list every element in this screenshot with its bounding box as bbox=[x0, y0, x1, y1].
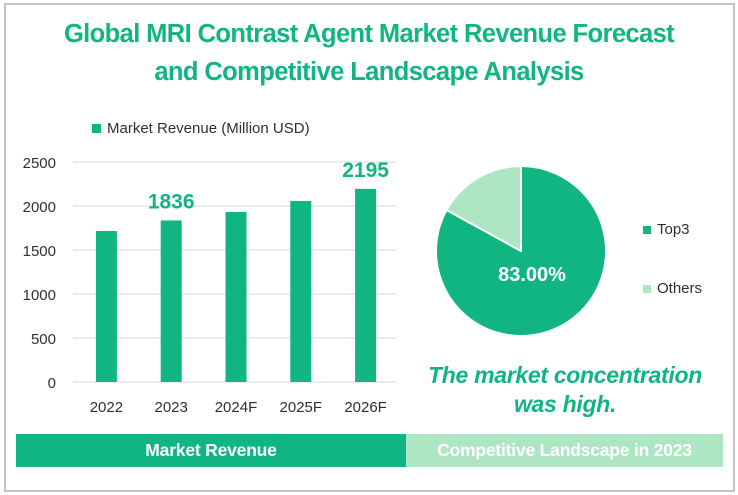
pie-slice-others bbox=[445, 165, 522, 252]
conclusion-line-1: The market concentration bbox=[428, 362, 702, 388]
legend-swatch-revenue bbox=[92, 124, 101, 133]
x-tick-label: 2024F bbox=[215, 399, 258, 416]
y-tick-label: 0 bbox=[48, 375, 56, 392]
data-label-2026F: 2195 bbox=[342, 159, 389, 182]
conclusion-text: The market concentration was high. bbox=[400, 361, 730, 419]
y-tick-label: 1500 bbox=[23, 243, 56, 260]
pie-legend-top3: Top3 bbox=[643, 221, 690, 238]
bars bbox=[95, 188, 377, 382]
y-axis-ticks: 0 500 1000 1500 2000 2500 bbox=[23, 155, 56, 392]
pie-data-label-top3: 83.00% bbox=[498, 264, 566, 286]
x-tick-label: 2026F bbox=[344, 399, 387, 416]
title-line-2: and Competitive Landscape Analysis bbox=[154, 58, 584, 86]
banner-market-revenue: Market Revenue bbox=[16, 434, 406, 467]
y-tick-label: 2000 bbox=[23, 199, 56, 216]
legend-swatch-top3 bbox=[643, 225, 651, 234]
bar-2024F bbox=[225, 211, 247, 382]
banner-competitive-landscape: Competitive Landscape in 2023 bbox=[406, 434, 723, 467]
bar-chart-legend: Market Revenue (Million USD) bbox=[92, 120, 310, 137]
bar-2026F bbox=[355, 188, 377, 382]
y-tick-label: 2500 bbox=[23, 155, 56, 172]
x-tick-label: 2022 bbox=[90, 399, 123, 416]
conclusion-line-2: was high. bbox=[513, 391, 617, 417]
bar-2025F bbox=[290, 200, 312, 382]
legend-swatch-others bbox=[643, 284, 651, 293]
bar-2023 bbox=[160, 220, 182, 382]
data-label-2023: 1836 bbox=[148, 190, 195, 213]
page-title: Global MRI Contrast Agent Market Revenue… bbox=[0, 15, 738, 91]
bar-data-labels: 1836 2195 bbox=[148, 159, 389, 214]
pie-chart: 83.00% bbox=[435, 165, 607, 337]
legend-label-revenue: Market Revenue (Million USD) bbox=[107, 120, 310, 137]
title-line-1: Global MRI Contrast Agent Market Revenue… bbox=[63, 20, 675, 48]
x-tick-label: 2023 bbox=[155, 399, 188, 416]
legend-label-top3: Top3 bbox=[657, 221, 690, 238]
y-tick-label: 500 bbox=[31, 331, 56, 348]
y-tick-label: 1000 bbox=[23, 287, 56, 304]
x-tick-label: 2025F bbox=[280, 399, 323, 416]
x-axis-ticks: 2022 2023 2024F 2025F 2026F bbox=[90, 399, 387, 416]
pie-legend-others: Others bbox=[643, 280, 702, 297]
legend-label-others: Others bbox=[657, 280, 703, 297]
bar-2022 bbox=[95, 230, 117, 382]
